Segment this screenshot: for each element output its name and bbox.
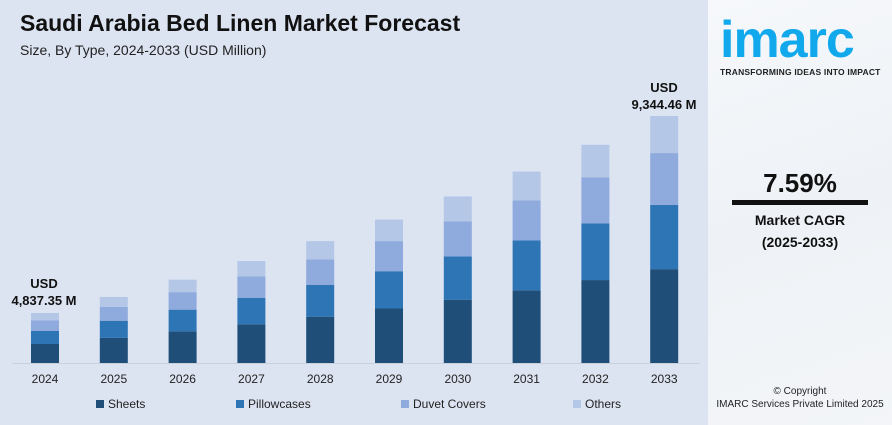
legend-swatch — [401, 400, 409, 408]
annotation-currency: USD — [650, 80, 678, 95]
legend-swatch — [96, 400, 104, 408]
copyright-line-2: IMARC Services Private Limited 2025 — [716, 399, 884, 410]
bar-segment-others-2025 — [99, 296, 128, 307]
legend-others: Others — [573, 397, 621, 411]
divider — [732, 200, 868, 205]
legend-label: Others — [585, 397, 622, 411]
legend-duvet-covers: Duvet Covers — [401, 397, 486, 411]
tagline: TRANSFORMING IDEAS INTO IMPACT — [720, 67, 881, 77]
bar-segment-sheets-2024 — [31, 344, 59, 363]
bar-segment-duvet-covers-2024 — [31, 320, 59, 331]
annotation-2033: USD 9,344.46 M — [622, 79, 706, 113]
bar-segment-sheets-2029 — [375, 308, 403, 363]
bar-segment-pillowcases-2026 — [168, 309, 197, 332]
bar-segment-duvet-covers-2033 — [650, 153, 679, 205]
bar-segment-pillowcases-2033 — [650, 204, 679, 270]
annotation-value: 9,344.46 M — [631, 97, 697, 112]
x-tick-label: 2032 — [582, 372, 609, 386]
bar-segment-duvet-covers-2030 — [443, 221, 472, 257]
annotation-value: 4,837.35 M — [11, 293, 77, 308]
bar-segment-duvet-covers-2032 — [581, 177, 610, 224]
bar-segment-pillowcases-2029 — [375, 271, 403, 309]
chart-subtitle: Size, By Type, 2024-2033 (USD Million) — [20, 42, 267, 58]
cagr-period: (2025-2033) — [761, 234, 839, 250]
bar-segment-duvet-covers-2027 — [237, 276, 266, 298]
bar-segment-others-2032 — [581, 144, 610, 178]
bar-segment-sheets-2027 — [237, 324, 266, 363]
x-tick-label: 2026 — [169, 372, 196, 386]
bar-segment-others-2026 — [168, 279, 197, 293]
x-tick-label: 2025 — [100, 372, 127, 386]
bar-segment-duvet-covers-2028 — [306, 259, 335, 285]
annotation-currency: USD — [30, 276, 58, 291]
imarc-logo: imarc — [720, 11, 855, 69]
legend-label: Pillowcases — [248, 397, 311, 411]
bar-segment-others-2033 — [650, 116, 679, 154]
bar-segment-duvet-covers-2031 — [512, 200, 541, 241]
x-tick-label: 2027 — [238, 372, 265, 386]
bar-segment-sheets-2033 — [650, 269, 679, 363]
cagr-label: Market CAGR — [754, 212, 846, 228]
bar-segment-sheets-2030 — [443, 299, 472, 363]
x-tick-label: 2030 — [444, 372, 471, 386]
cagr-value: 7.59% — [763, 168, 837, 198]
bar-segment-pillowcases-2024 — [31, 330, 59, 345]
bar-segment-sheets-2031 — [512, 290, 541, 363]
bar-segment-sheets-2028 — [306, 316, 335, 363]
x-tick-label: 2028 — [307, 372, 334, 386]
bar-segment-sheets-2026 — [168, 331, 197, 363]
annotation-2024: USD 4,837.35 M — [8, 275, 80, 309]
bar-segment-others-2027 — [237, 261, 266, 277]
x-tick-label: 2024 — [32, 372, 59, 386]
legend-pillowcases: Pillowcases — [236, 397, 311, 411]
legend-swatch — [236, 400, 244, 408]
bar-segment-pillowcases-2025 — [99, 320, 128, 338]
bar-segment-others-2031 — [512, 171, 541, 201]
bar-segment-pillowcases-2030 — [443, 256, 472, 300]
copyright-line-1: © Copyright — [773, 386, 827, 397]
x-tick-label: 2031 — [513, 372, 540, 386]
side-panel: imarc TRANSFORMING IDEAS INTO IMPACT 7.5… — [708, 0, 892, 425]
bar-segment-duvet-covers-2025 — [99, 306, 128, 321]
stacked-bar-chart: 2024 2025 2026 2027 2028 2029 2030 2031 2032 2033 — [12, 116, 700, 386]
legend-swatch — [573, 400, 581, 408]
bar-segment-duvet-covers-2029 — [375, 241, 403, 272]
bar-segment-sheets-2025 — [99, 337, 128, 363]
x-tick-label: 2029 — [376, 372, 403, 386]
bar-segment-duvet-covers-2026 — [168, 292, 197, 310]
bar-segment-pillowcases-2027 — [237, 297, 266, 325]
legend-sheets: Sheets — [96, 397, 145, 411]
bar-segment-others-2030 — [443, 196, 472, 222]
bar-segment-sheets-2032 — [581, 280, 610, 363]
chart-title: Saudi Arabia Bed Linen Market Forecast — [20, 10, 461, 36]
bar-segment-others-2028 — [306, 241, 335, 260]
bar-segment-others-2029 — [375, 219, 403, 242]
x-tick-label: 2033 — [651, 372, 678, 386]
legend-label: Duvet Covers — [413, 397, 486, 411]
legend-label: Sheets — [108, 397, 146, 411]
bar-segment-pillowcases-2032 — [581, 223, 610, 281]
bar-segment-pillowcases-2031 — [512, 240, 541, 291]
bar-segment-others-2024 — [31, 313, 59, 321]
bar-segment-pillowcases-2028 — [306, 284, 335, 317]
